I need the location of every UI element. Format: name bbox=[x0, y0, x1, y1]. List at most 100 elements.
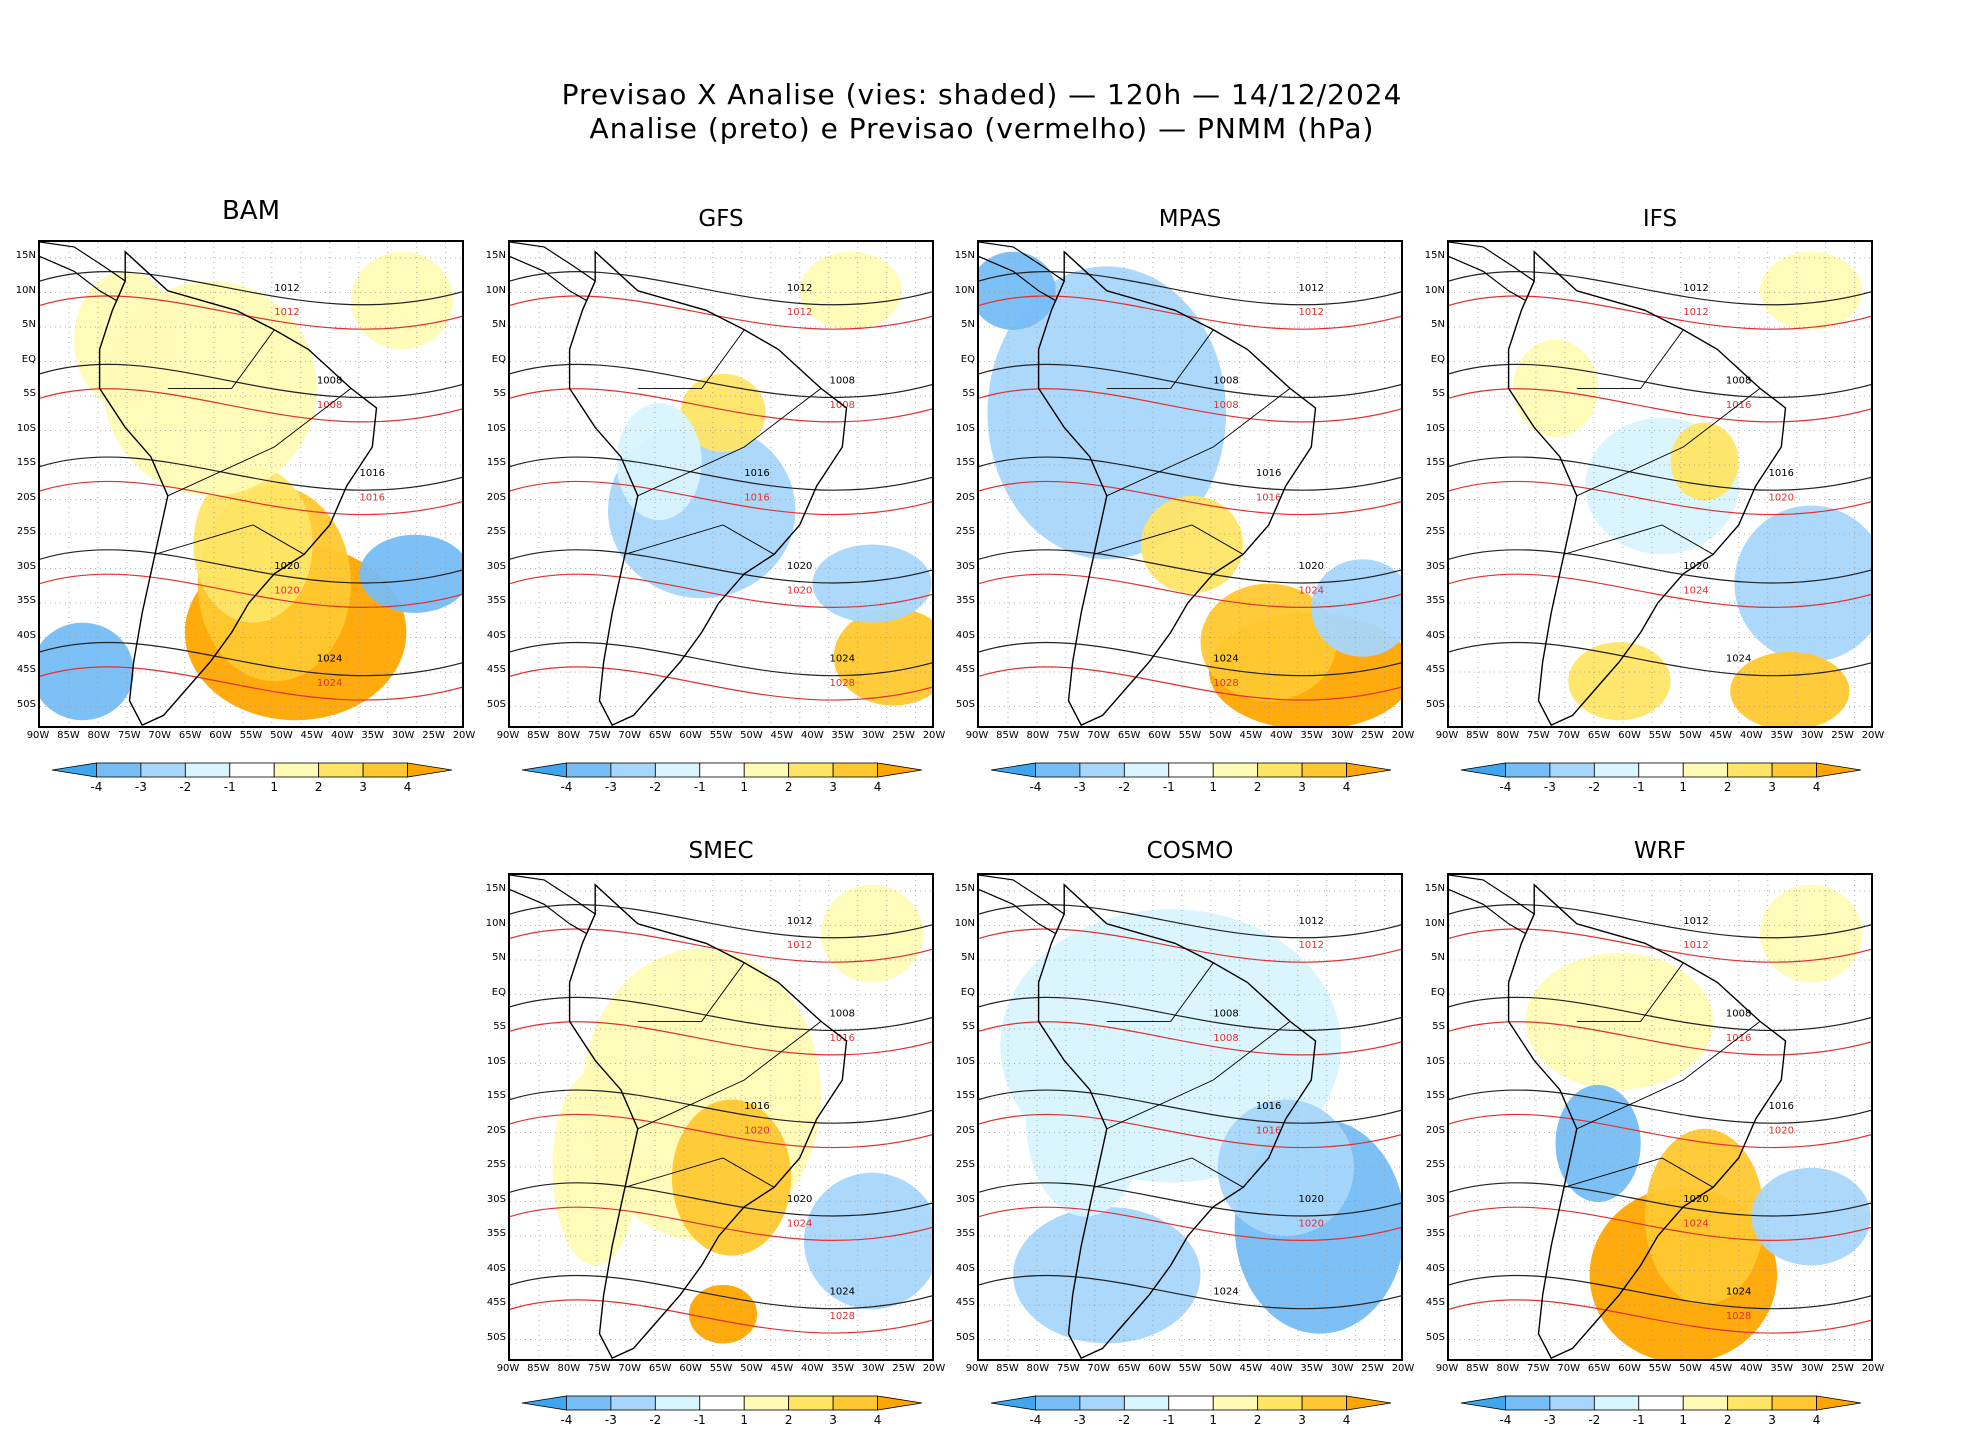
country-border bbox=[624, 1157, 775, 1188]
latitude-label: 5S bbox=[962, 1021, 975, 1032]
map-mpas: 1012 1008 1016 1020 1024 1012 1008 1016 1024 1028 bbox=[977, 240, 1403, 728]
longitude-label: 45W bbox=[1239, 1363, 1263, 1374]
latitude-label: 10S bbox=[1425, 1055, 1445, 1067]
latitude-label: 5S bbox=[493, 1021, 506, 1032]
longitude-label: 70W bbox=[1087, 730, 1111, 741]
isobar-black bbox=[40, 270, 462, 306]
bias-shading bbox=[833, 608, 932, 706]
longitude-label: 80W bbox=[1496, 1363, 1520, 1374]
latitude-label: 45S bbox=[955, 664, 975, 675]
colorbar-segment bbox=[1301, 762, 1347, 778]
colorbar-label: 2 bbox=[784, 780, 793, 794]
latitude-label: 30S bbox=[16, 560, 36, 572]
longitude-label: 40W bbox=[1739, 730, 1763, 741]
latitude-label: 45S bbox=[955, 1297, 975, 1308]
isobar-label: 1020 bbox=[787, 585, 812, 596]
colorbar-label: 3 bbox=[1298, 780, 1306, 794]
longitude-label: 50W bbox=[740, 1363, 763, 1374]
isobar-label: 1020 bbox=[1299, 1218, 1324, 1229]
bias-shading bbox=[1568, 642, 1671, 721]
longitude-label: 70W bbox=[618, 730, 642, 741]
central-america-coastline bbox=[510, 242, 596, 302]
colorbar-label: -1 bbox=[693, 1413, 706, 1427]
latitude-label: 30S bbox=[486, 560, 506, 572]
colorbar-label: 3 bbox=[829, 1413, 837, 1427]
colorbar-segment bbox=[1682, 1395, 1729, 1411]
colorbar-label: 3 bbox=[1298, 1413, 1306, 1427]
country-border bbox=[1093, 1157, 1244, 1188]
longitude-label: 90W bbox=[1435, 730, 1459, 741]
latitude-label: 40S bbox=[486, 1262, 506, 1274]
longitude-label: 25W bbox=[1831, 730, 1854, 741]
bias-shading bbox=[552, 1070, 638, 1266]
isobar-label: 1016 bbox=[744, 1101, 769, 1112]
latitude-label: 45S bbox=[486, 664, 506, 675]
colorbar-segment bbox=[1257, 762, 1303, 778]
longitude-label: 70W bbox=[148, 730, 172, 741]
isobar-black bbox=[1449, 363, 1871, 399]
colorbar-segment bbox=[832, 762, 878, 778]
country-border bbox=[1563, 524, 1714, 555]
isobar-label: 1028 bbox=[830, 1311, 855, 1322]
map-canvas: 1012100810161020102410281012101610201024 bbox=[1449, 242, 1871, 726]
longitude-label: 55W bbox=[709, 730, 733, 741]
longitude-label: 30W bbox=[391, 730, 415, 741]
colorbar: -4 -3 -2 -1 1 2 3 4 bbox=[1461, 1395, 1861, 1427]
country-border bbox=[167, 388, 352, 497]
longitude-label: 45W bbox=[300, 730, 324, 741]
isobar-label: 1024 bbox=[1299, 585, 1324, 596]
bias-shading bbox=[671, 1099, 792, 1256]
isobar-black bbox=[40, 363, 462, 399]
colorbar-label: 4 bbox=[1342, 780, 1351, 794]
colorbar-label: -4 bbox=[560, 1413, 573, 1427]
colorbar-segment bbox=[1212, 762, 1259, 778]
bias-shading bbox=[350, 251, 454, 350]
colorbar-segment bbox=[522, 1395, 567, 1411]
isobar-red bbox=[510, 388, 932, 423]
isobar-red bbox=[979, 295, 1401, 330]
isobar-black bbox=[510, 1089, 932, 1124]
colorbar-segment bbox=[699, 1395, 745, 1411]
latitude-label: EQ bbox=[1430, 353, 1445, 365]
colorbar-label: 2 bbox=[314, 780, 323, 794]
latitude-label: 35S bbox=[16, 595, 36, 606]
isobar-red bbox=[40, 666, 462, 701]
longitude-label: 90W bbox=[496, 730, 520, 741]
country-border bbox=[1106, 388, 1291, 497]
latitude-label: EQ bbox=[960, 986, 975, 998]
latitude-label: 25S bbox=[486, 526, 506, 537]
isobar-red bbox=[1449, 295, 1871, 330]
colorbar-segment bbox=[1079, 762, 1125, 778]
colorbar-segment bbox=[1346, 1395, 1391, 1411]
isobar-red bbox=[510, 295, 932, 330]
colorbar-label: 3 bbox=[1768, 780, 1776, 794]
isobar-label: 1012 bbox=[1299, 307, 1324, 318]
longitude-label: 40W bbox=[1269, 730, 1293, 741]
isobar-label: 1008 bbox=[317, 376, 342, 387]
colorbar-label: 2 bbox=[1253, 780, 1262, 794]
colorbar-segment bbox=[1079, 1395, 1125, 1411]
colorbar-label: -3 bbox=[134, 780, 147, 794]
latitude-label: 40S bbox=[1425, 629, 1445, 641]
isobar-black bbox=[1449, 996, 1871, 1032]
colorbar-segment bbox=[1168, 1395, 1214, 1411]
latitude-label: EQ bbox=[491, 986, 506, 998]
latitude-label: 25S bbox=[955, 1159, 975, 1170]
longitude-label: 75W bbox=[1056, 730, 1080, 741]
isobar-red bbox=[1449, 928, 1871, 963]
latitude-label: 40S bbox=[486, 629, 506, 641]
isobar-black bbox=[510, 641, 932, 677]
map-canvas: 1012100810161020102410281012100810161020 bbox=[979, 875, 1401, 1359]
isobar-red bbox=[979, 1206, 1401, 1241]
longitude-label: 50W bbox=[1209, 730, 1232, 741]
south-america-coastline bbox=[568, 883, 848, 1359]
longitude-label: 35W bbox=[361, 730, 385, 741]
isobar-black bbox=[1449, 1089, 1871, 1124]
latitude-label: 5N bbox=[492, 952, 506, 963]
latitude-label: 15S bbox=[955, 1090, 975, 1101]
longitude-label: 90W bbox=[26, 730, 50, 741]
isobar-label: 1012 bbox=[787, 940, 812, 951]
isobar-black bbox=[510, 1182, 932, 1217]
isobar-label: 1016 bbox=[744, 468, 769, 479]
latitude-label: 45S bbox=[1425, 1297, 1445, 1308]
